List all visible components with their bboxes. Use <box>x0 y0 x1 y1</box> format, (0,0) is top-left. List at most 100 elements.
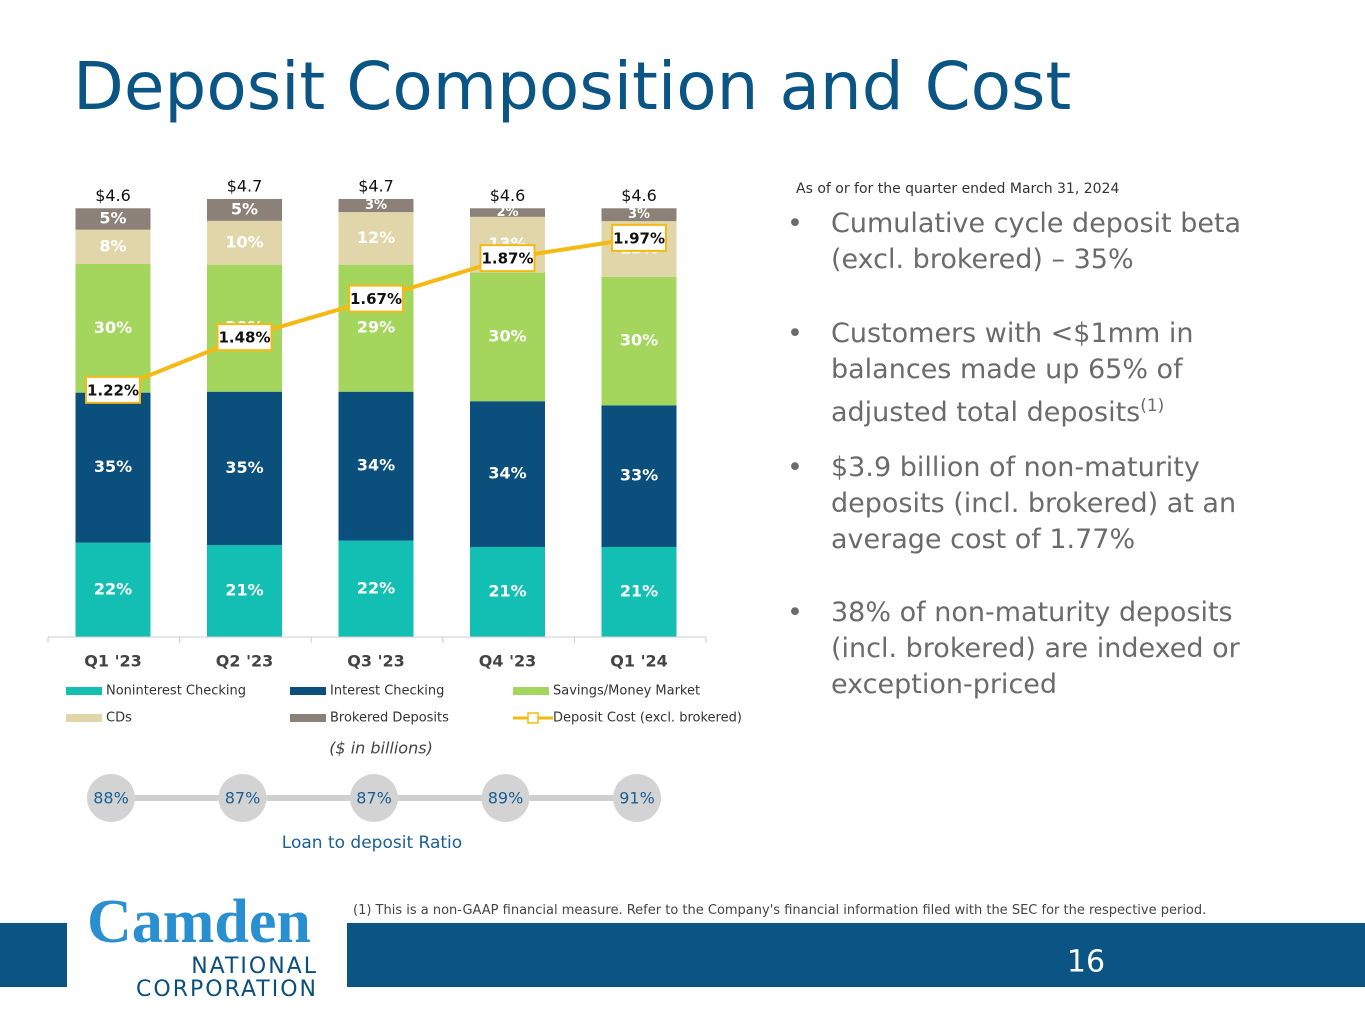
ratio-circle <box>218 774 267 822</box>
x-tick-label: Q1 '23 <box>84 652 141 671</box>
cost-label: 1.97% <box>613 229 665 247</box>
bullet-text: 38% of non-maturity deposits (incl. brok… <box>831 595 1251 703</box>
segment-label: 34% <box>488 464 526 483</box>
x-tick-label: Q1 '24 <box>610 652 667 671</box>
cost-label-box <box>611 223 667 252</box>
superscript: (1) <box>1140 396 1165 416</box>
bar-segment <box>470 208 545 217</box>
segment-label: 21% <box>620 581 658 600</box>
bar-segment <box>75 392 151 543</box>
bullet-text: Cumulative cycle deposit beta (excl. bro… <box>831 206 1251 278</box>
bar-segment <box>470 401 545 547</box>
bar-segment <box>75 208 151 230</box>
title: Deposit Composition and Cost <box>73 48 1072 125</box>
cost-label: 1.22% <box>87 381 139 399</box>
total-label: $4.7 <box>358 176 394 195</box>
ratio-circle <box>481 774 530 822</box>
segment-label: 5% <box>231 199 258 218</box>
bar-segment <box>207 545 282 637</box>
bar-segment <box>470 272 545 402</box>
logo-box <box>67 895 347 1005</box>
bar-segment <box>207 220 282 265</box>
x-tick-label: Q3 '23 <box>347 652 404 671</box>
total-label: $4.6 <box>621 186 657 205</box>
bullet-text: $3.9 billion of non-maturity deposits (i… <box>831 450 1251 558</box>
bar-segment <box>207 391 282 546</box>
segment-label: 33% <box>620 466 658 485</box>
segment-label: 22% <box>357 578 395 597</box>
legend-swatch <box>513 687 549 695</box>
legend-marker <box>527 712 539 724</box>
bullet-body: Customers with <$1mm in balances made up… <box>831 318 1194 428</box>
note: ($ in billions) <box>329 739 433 758</box>
segment-label: 30% <box>94 318 132 337</box>
bar-segment <box>75 264 151 393</box>
bar-segment <box>338 198 414 213</box>
bar-segment <box>601 546 677 637</box>
legend-swatch <box>66 714 102 722</box>
legend-label: Brokered Deposits <box>330 711 449 726</box>
bullet-text: Customers with <$1mm in balances made up… <box>831 316 1251 431</box>
segment-label: 35% <box>225 458 263 477</box>
legend-swatch <box>290 687 326 695</box>
cost-label: 1.48% <box>218 329 270 347</box>
segment-label: 21% <box>225 581 263 600</box>
segment-label: 10% <box>225 232 263 251</box>
x-tick-label: Q4 '23 <box>479 652 536 671</box>
segment-label: 2% <box>496 205 518 220</box>
legend-label: Deposit Cost (excl. brokered) <box>553 711 742 726</box>
ratio-label: 87% <box>225 789 261 808</box>
ratio-circle <box>613 774 661 822</box>
legend-label: Savings/Money Market <box>553 684 700 699</box>
segment-label: 8% <box>99 236 126 255</box>
ratio-circle <box>87 774 135 822</box>
cost-label-box <box>85 375 141 404</box>
bullet-body: Cumulative cycle deposit beta (excl. bro… <box>831 208 1242 275</box>
bullet-body: $3.9 billion of non-maturity deposits (i… <box>831 452 1237 555</box>
bar-segment <box>338 212 414 265</box>
segment-label: 3% <box>365 198 387 213</box>
bar-segment <box>601 405 677 547</box>
logo-line: NATIONAL <box>191 954 318 979</box>
legend-swatch <box>290 714 326 722</box>
logo-name: Camden <box>87 888 311 956</box>
cost-label-box <box>216 323 273 352</box>
total-label: $4.6 <box>95 186 131 205</box>
legend-label: CDs <box>106 711 132 726</box>
cost-label: 1.67% <box>350 290 402 308</box>
total-label: $4.6 <box>490 186 526 205</box>
segment-label: 30% <box>488 326 526 345</box>
bar-segment <box>601 208 677 222</box>
bar-segment <box>601 276 677 406</box>
bar-segment <box>338 540 414 637</box>
segment-label: 35% <box>94 457 132 476</box>
page-number: 16 <box>1067 945 1105 980</box>
ratio-title: Loan to deposit Ratio <box>282 833 462 853</box>
segment-label: 5% <box>99 208 126 227</box>
legend-swatch <box>66 687 102 695</box>
segment-label: 21% <box>488 581 526 600</box>
segment-label: 29% <box>357 318 395 337</box>
bar-segment <box>75 542 151 637</box>
as-of: As of or for the quarter ended March 31,… <box>796 181 1120 197</box>
bar-segment <box>207 198 282 221</box>
cost-label-box <box>348 284 404 313</box>
cost-label-box <box>479 244 536 273</box>
segment-label: 34% <box>357 456 395 475</box>
footnote: (1) This is a non-GAAP financial measure… <box>353 903 1207 918</box>
bar-segment <box>338 391 414 541</box>
ratio-label: 87% <box>356 789 392 808</box>
segment-label: 12% <box>357 228 395 247</box>
legend-label: Interest Checking <box>330 684 444 699</box>
bullet-body: 38% of non-maturity deposits (incl. brok… <box>831 597 1240 700</box>
ratio-circle <box>350 774 398 822</box>
ratio-label: 89% <box>488 789 524 808</box>
segment-label: 3% <box>628 207 650 222</box>
total-label: $4.7 <box>227 176 263 195</box>
bar-segment <box>470 546 545 637</box>
logo-line: CORPORATION <box>136 977 318 1002</box>
cost-label: 1.87% <box>481 250 533 268</box>
segment-label: 30% <box>620 331 658 350</box>
